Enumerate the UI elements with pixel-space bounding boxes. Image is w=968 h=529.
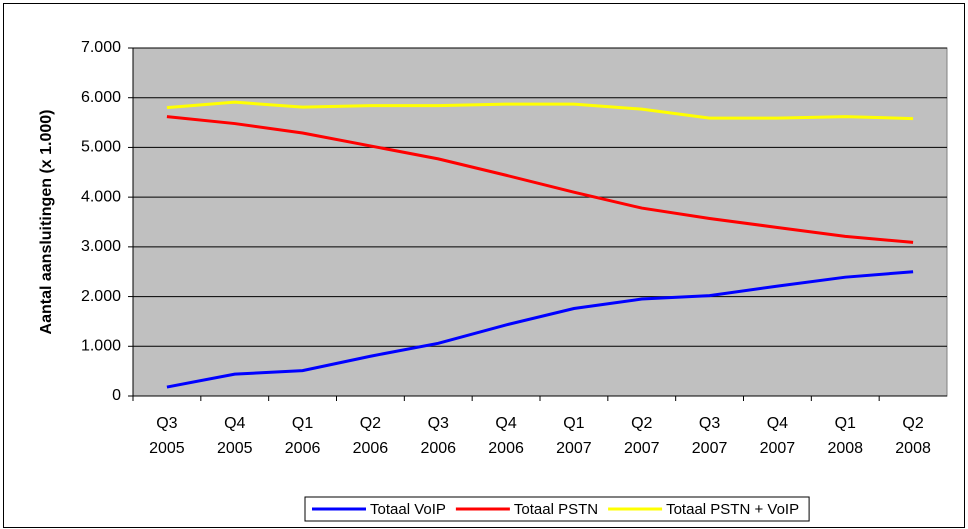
y-tick-label: 1.000 xyxy=(81,338,121,355)
x-tick-label: 2006 xyxy=(488,440,524,457)
y-tick-label: 7.000 xyxy=(81,39,121,56)
x-tick-label: Q4 xyxy=(224,415,245,432)
y-tick-label: 3.000 xyxy=(81,238,121,255)
x-tick-label: 2006 xyxy=(285,440,321,457)
y-tick-label: 2.000 xyxy=(81,288,121,305)
x-tick-label: 2007 xyxy=(556,440,592,457)
y-axis-title: Aantal aansluitingen (x 1.000) xyxy=(38,110,55,335)
y-tick-label: 4.000 xyxy=(81,188,121,205)
x-tick-label: Q1 xyxy=(563,415,584,432)
series-line xyxy=(166,100,914,121)
legend-box xyxy=(304,496,810,522)
legend: Totaal VoIP Totaal PSTN Totaal PSTN + VoIP xyxy=(304,496,810,522)
x-tick-label: Q1 xyxy=(835,415,856,432)
x-tick-label: Q3 xyxy=(156,415,177,432)
x-tick-label: 2005 xyxy=(149,440,185,457)
x-tick-label: 2007 xyxy=(692,440,728,457)
x-tick-label: 2007 xyxy=(624,440,660,457)
x-tick-label: Q1 xyxy=(292,415,313,432)
legend-label: Totaal PSTN xyxy=(514,501,598,518)
x-tick-label: Q2 xyxy=(902,415,923,432)
x-tick-label: 2008 xyxy=(827,440,863,457)
x-tick-label: Q4 xyxy=(495,415,516,432)
x-tick-label: 2007 xyxy=(760,440,796,457)
plot-area xyxy=(132,47,948,397)
y-tick-label: 0 xyxy=(112,387,121,404)
series-line xyxy=(166,115,914,244)
legend-label: Totaal PSTN + VoIP xyxy=(666,501,799,518)
x-tick-label: Q2 xyxy=(631,415,652,432)
x-tick-label: 2008 xyxy=(895,440,931,457)
x-tick-label: 2005 xyxy=(217,440,253,457)
x-tick-label: 2006 xyxy=(420,440,456,457)
x-tick-label: 2006 xyxy=(353,440,389,457)
x-tick-label: Q4 xyxy=(767,415,788,432)
x-tick-label: Q3 xyxy=(428,415,449,432)
legend-label: Totaal VoIP xyxy=(370,501,446,518)
x-tick-label: Q2 xyxy=(360,415,381,432)
series-line xyxy=(166,270,914,389)
y-tick-label: 6.000 xyxy=(81,89,121,106)
y-tick-label: 5.000 xyxy=(81,139,121,156)
x-tick-label: Q3 xyxy=(699,415,720,432)
